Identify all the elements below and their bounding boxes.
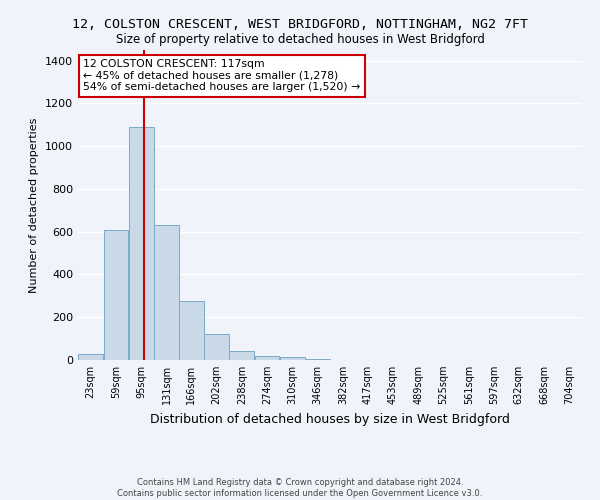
Text: Contains HM Land Registry data © Crown copyright and database right 2024.
Contai: Contains HM Land Registry data © Crown c…: [118, 478, 482, 498]
Bar: [280, 357, 305, 360]
Text: 12 COLSTON CRESCENT: 117sqm
← 45% of detached houses are smaller (1,278)
54% of : 12 COLSTON CRESCENT: 117sqm ← 45% of det…: [83, 60, 360, 92]
Bar: [305, 359, 330, 360]
Bar: [154, 226, 179, 360]
Bar: [255, 356, 280, 360]
Bar: [78, 354, 103, 360]
Y-axis label: Number of detached properties: Number of detached properties: [29, 118, 40, 292]
Bar: [229, 352, 254, 360]
Bar: [204, 334, 229, 360]
Bar: [179, 301, 203, 360]
Text: 12, COLSTON CRESCENT, WEST BRIDGFORD, NOTTINGHAM, NG2 7FT: 12, COLSTON CRESCENT, WEST BRIDGFORD, NO…: [72, 18, 528, 30]
Bar: [104, 230, 128, 360]
Text: Size of property relative to detached houses in West Bridgford: Size of property relative to detached ho…: [116, 32, 484, 46]
X-axis label: Distribution of detached houses by size in West Bridgford: Distribution of detached houses by size …: [150, 412, 510, 426]
Bar: [129, 127, 154, 360]
